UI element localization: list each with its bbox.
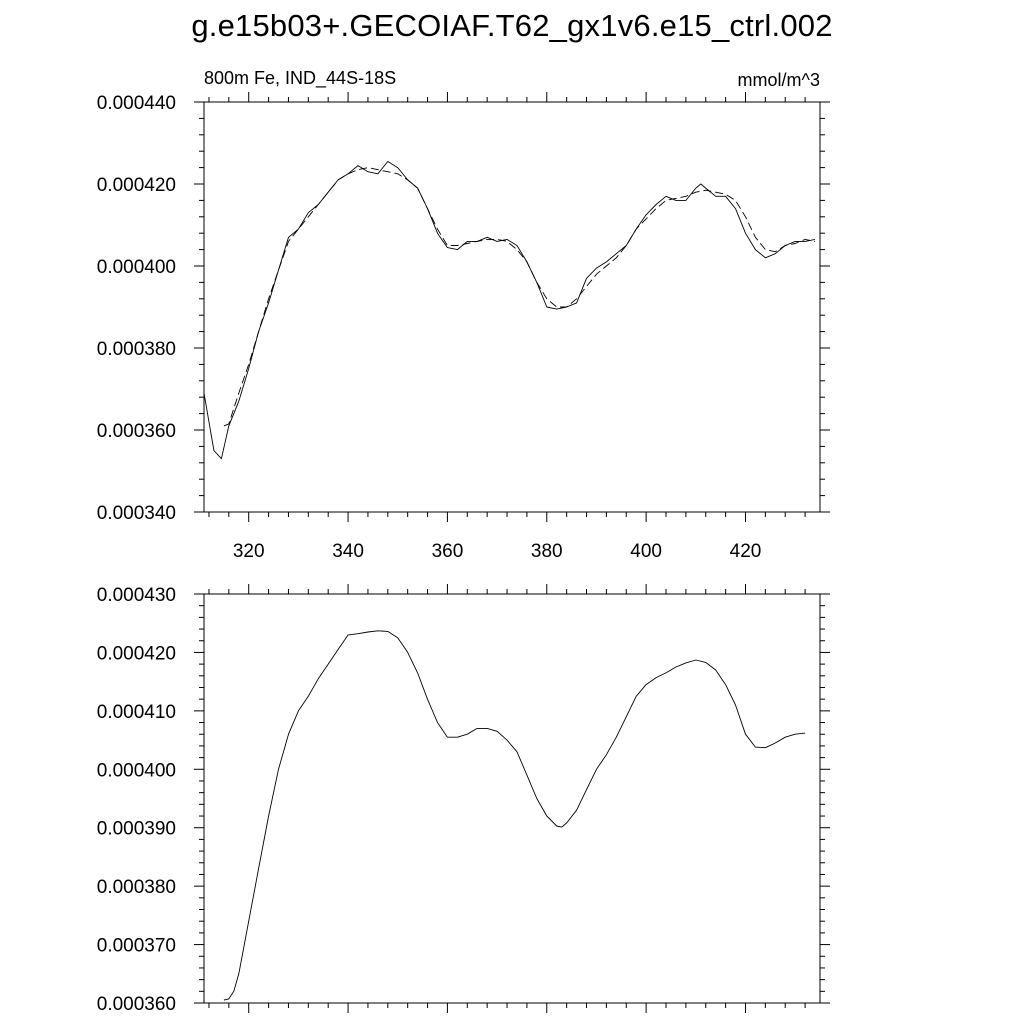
bottom-panel-ticks: 0.000360 0.000370 0.000380 0.000390 0.000400… [97, 584, 830, 1015]
top-x-tick-label: 400 [630, 541, 662, 562]
top-y-tick-label: 0.000400 [97, 257, 176, 278]
bottom-y-tick-label: 0.000360 [97, 994, 176, 1015]
chart-title: g.e15b03+.GECOIAF.T62_gx1v6.e15_ctrl.002 [191, 8, 833, 43]
top-y-tick-label: 0.000440 [97, 93, 176, 114]
bottom-panel: 0.000360 0.000370 0.000380 0.000390 0.000400… [97, 584, 830, 1015]
top-y-tick-label: 0.000340 [97, 503, 176, 524]
top-x-tick-label: 340 [332, 541, 364, 562]
top-x-tick-label: 420 [730, 541, 762, 562]
top-panel-ticks: 320 340 360 380 400 420 0.000340 0.000360 0.0003… [97, 92, 830, 562]
top-x-tick-label: 320 [233, 541, 265, 562]
top-panel-lines [203, 161, 816, 460]
top-panel-variable-label: 800m Fe, IND_44S-18S [204, 68, 396, 89]
top-y-tick-label: 0.000380 [97, 339, 176, 360]
bottom-y-tick-label: 0.000430 [97, 585, 176, 606]
bottom-y-tick-label: 0.000410 [97, 702, 176, 723]
bottom-y-tick-label: 0.000390 [97, 819, 176, 840]
top-panel: 800m Fe, IND_44S-18S mmol/m^3 320 340 360 3… [97, 68, 830, 562]
top-x-tick-label: 380 [531, 541, 563, 562]
bottom-panel-lines [223, 630, 806, 1001]
bottom-y-tick-label: 0.000400 [97, 760, 176, 781]
top-series-solid-line [203, 161, 816, 460]
top-series-dashed-line [223, 167, 816, 427]
bottom-series-solid-line [223, 630, 806, 1001]
bottom-y-tick-label: 0.000380 [97, 877, 176, 898]
top-panel-units-label: mmol/m^3 [738, 70, 820, 90]
bottom-y-tick-label: 0.000420 [97, 643, 176, 664]
top-panel-frame [203, 101, 821, 513]
top-y-tick-label: 0.000420 [97, 175, 176, 196]
bottom-panel-frame [203, 593, 821, 1004]
bottom-y-tick-label: 0.000370 [97, 936, 176, 957]
top-x-tick-label: 360 [432, 541, 464, 562]
top-y-tick-label: 0.000360 [97, 421, 176, 442]
